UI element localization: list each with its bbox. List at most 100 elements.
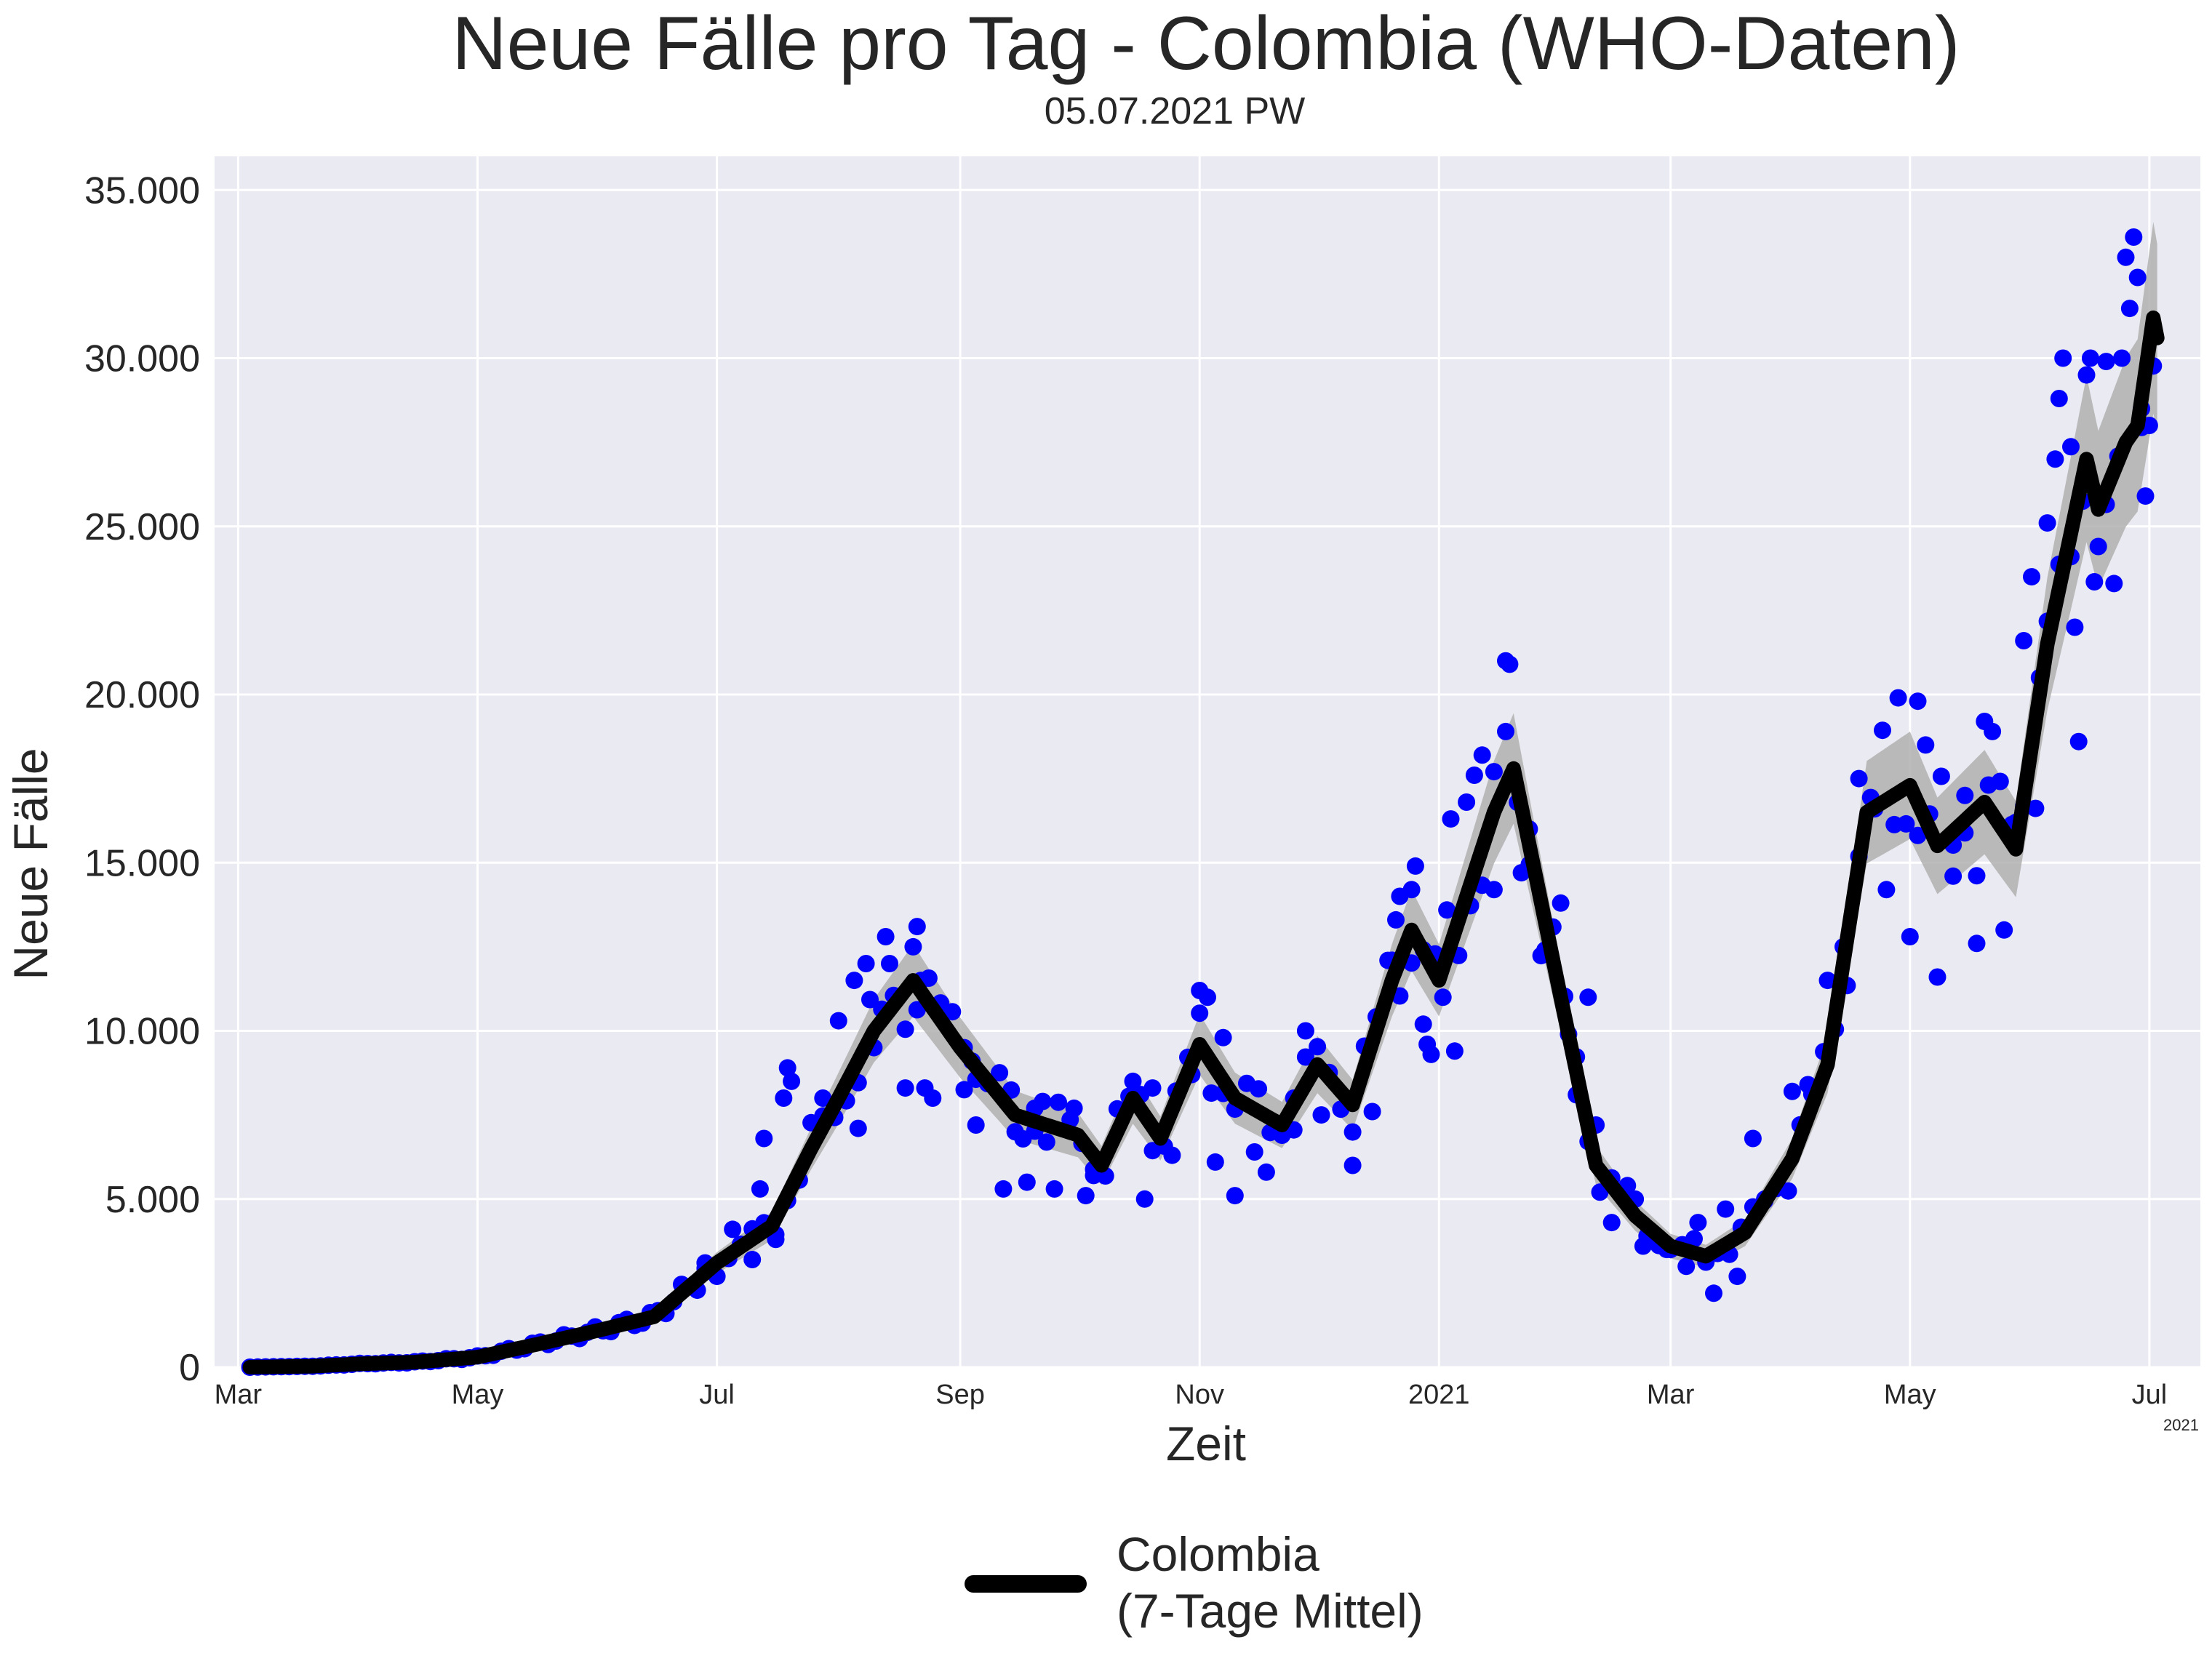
y-axis-ticks: 0 5.000 10.000 15.000 20.000 25.000 30.000 35.0…: [84, 169, 200, 1389]
x-tick-label: 2021: [1408, 1380, 1470, 1410]
data-point: [1343, 1123, 1362, 1141]
y-tick-label: 5.000: [105, 1179, 200, 1221]
data-point: [2113, 349, 2131, 367]
data-point: [755, 1129, 773, 1148]
data-point: [1877, 881, 1896, 899]
y-tick-label: 25.000: [84, 506, 200, 548]
x-tick-label: Mar: [215, 1380, 263, 1410]
data-point: [1783, 1082, 1801, 1100]
data-point: [1422, 1045, 1440, 1063]
data-point: [904, 937, 922, 956]
data-point: [783, 1072, 801, 1090]
x-tick-label: Mar: [1647, 1380, 1695, 1410]
data-point: [1473, 746, 1491, 764]
data-point: [2062, 438, 2080, 456]
data-point: [2027, 799, 2045, 817]
data-point: [1414, 1015, 1432, 1033]
data-point: [1968, 934, 1986, 953]
data-point: [1909, 826, 1927, 844]
data-point: [955, 1081, 973, 1099]
data-point: [1944, 867, 1963, 885]
data-point: [1226, 1187, 1244, 1205]
data-point: [1363, 1102, 1381, 1121]
data-point: [1406, 857, 1424, 875]
data-point: [1728, 1268, 1746, 1286]
data-point: [1296, 1022, 1314, 1040]
data-point: [2089, 537, 2107, 556]
data-point: [908, 918, 926, 936]
data-point: [1124, 1072, 1142, 1090]
data-point: [1850, 769, 1868, 788]
data-point: [1257, 1163, 1275, 1181]
chart-subtitle: 05.07.2021 PW: [1045, 90, 1305, 132]
data-point: [1245, 1143, 1263, 1161]
data-point: [1434, 988, 1452, 1006]
legend-label-line: (7-Tage Mittel): [1117, 1584, 1424, 1638]
data-point: [1465, 767, 1483, 784]
data-point: [1928, 968, 1947, 986]
data-point: [1917, 736, 1935, 754]
x-axis-label: Zeit: [1166, 1417, 1246, 1470]
data-point: [881, 955, 898, 972]
data-point: [1685, 1230, 1703, 1248]
data-point: [1312, 1106, 1330, 1124]
data-point: [1458, 793, 1476, 811]
data-point: [2066, 618, 2084, 636]
data-point: [908, 1001, 926, 1019]
data-point: [1897, 815, 1915, 833]
data-point: [1956, 786, 1974, 804]
data-point: [1296, 1048, 1314, 1066]
data-point: [2085, 573, 2104, 591]
data-point: [1199, 988, 1216, 1006]
x-tick-label: Nov: [1175, 1380, 1224, 1410]
data-point: [924, 1089, 942, 1107]
data-point: [1343, 1156, 1362, 1174]
data-point: [2054, 349, 2072, 367]
data-point: [2128, 268, 2147, 287]
data-point: [2015, 632, 2033, 649]
data-point: [724, 1220, 742, 1238]
data-point: [861, 990, 879, 1009]
data-point: [1874, 721, 1891, 740]
data-point: [1909, 692, 1927, 711]
data-point: [814, 1089, 832, 1107]
data-point: [1968, 867, 1986, 885]
y-tick-label: 20.000: [84, 674, 200, 716]
data-point: [991, 1064, 1009, 1082]
data-point: [1995, 921, 2013, 939]
data-point: [743, 1251, 762, 1268]
series-line: [242, 311, 2165, 1374]
data-point: [2097, 353, 2115, 371]
data-point: [1445, 1042, 1464, 1060]
data-point: [1501, 655, 1519, 673]
data-point: [845, 972, 863, 990]
data-point: [994, 1180, 1013, 1198]
data-point: [943, 1003, 962, 1021]
data-point: [2023, 568, 2040, 586]
y-axis-label: Neue Fälle: [4, 748, 57, 980]
data-point: [1889, 689, 1907, 707]
data-point: [2069, 732, 2088, 751]
y-tick-label: 0: [179, 1347, 200, 1389]
data-point: [1818, 972, 1837, 990]
legend-label: Colombia (7-Tage Mittel): [1117, 1527, 1424, 1638]
data-point: [919, 969, 938, 987]
data-point: [829, 1012, 847, 1030]
data-point: [1932, 767, 1950, 785]
y-tick-label: 35.000: [84, 169, 200, 212]
data-point: [896, 1079, 914, 1097]
data-point: [1438, 901, 1456, 919]
data-point: [1779, 1182, 1797, 1200]
data-point: [2117, 248, 2135, 266]
data-point: [1984, 722, 2002, 740]
data-point: [1485, 763, 1503, 781]
data-point: [751, 1180, 769, 1198]
moving-average-line: [242, 311, 2165, 1374]
x-tick-label: May: [452, 1380, 504, 1410]
data-point: [849, 1119, 867, 1137]
data-point: [2125, 228, 2143, 246]
data-point: [775, 1089, 793, 1107]
data-point: [1717, 1200, 1735, 1218]
data-point: [1579, 988, 1597, 1006]
data-point: [896, 1020, 914, 1038]
